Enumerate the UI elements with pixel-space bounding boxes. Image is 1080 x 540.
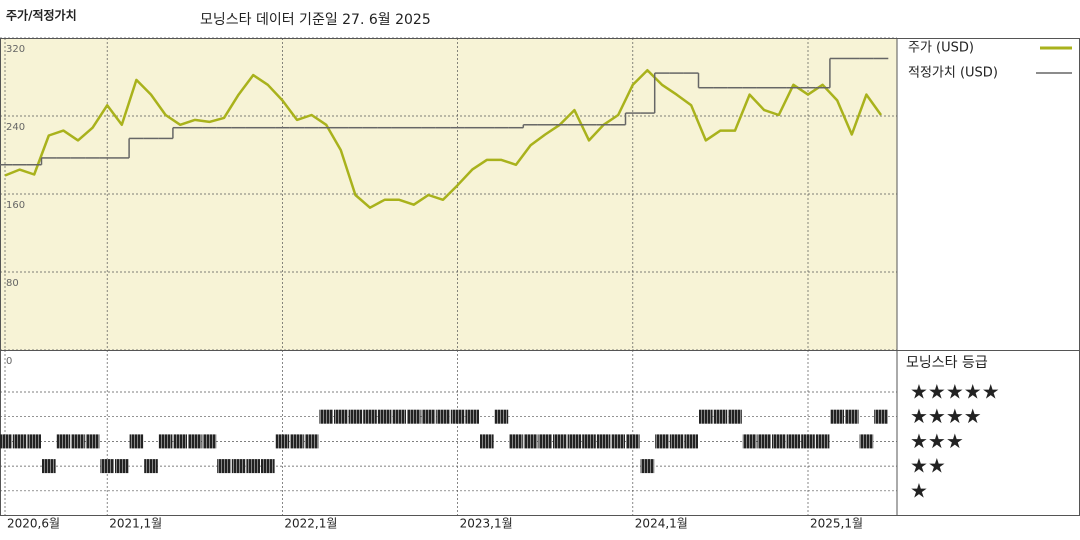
x-tick-label: 2023,1월 — [460, 517, 513, 531]
rating-bar — [348, 409, 363, 424]
rating-bar — [830, 409, 844, 424]
rating-bar — [611, 434, 625, 449]
chart-title: 주가/적정가치 — [6, 8, 77, 23]
rating-bar — [217, 459, 231, 474]
rating-bar — [684, 434, 698, 449]
rating-bar — [12, 434, 27, 449]
rating-bar — [450, 409, 465, 424]
rating-bar — [509, 434, 523, 449]
rating-bar — [129, 434, 144, 449]
rating-level-label: ★★★ — [910, 429, 964, 453]
rating-bar — [626, 434, 640, 449]
rating-bar — [334, 409, 348, 424]
rating-bar — [669, 434, 684, 449]
rating-bar — [699, 409, 713, 424]
y-tick-label: 80 — [6, 278, 19, 289]
rating-bar — [436, 409, 450, 424]
rating-bar — [144, 459, 158, 474]
rating-bar — [202, 434, 217, 449]
rating-bar — [772, 434, 786, 449]
rating-bar — [582, 434, 596, 449]
y-tick-label: 320 — [6, 44, 25, 55]
x-tick-label: 2020,6월 — [7, 517, 60, 531]
rating-bar — [377, 409, 392, 424]
rating-bar — [728, 409, 742, 424]
rating-bar — [392, 409, 406, 424]
rating-bar — [553, 434, 567, 449]
rating-bar — [640, 459, 655, 474]
x-tick-label: 2021,1월 — [109, 517, 162, 531]
rating-bar — [261, 459, 275, 474]
rating-bar — [0, 434, 12, 449]
rating-level-label: ★★★★ — [910, 404, 982, 428]
rating-bar — [100, 459, 114, 474]
rating-bar — [304, 434, 319, 449]
rating-bar — [275, 434, 290, 449]
rating-bar — [290, 434, 304, 449]
rating-level-label: ★ — [910, 478, 928, 502]
rating-bar — [713, 409, 728, 424]
rating-title: 모닝스타 등급 — [906, 355, 988, 371]
rating-level-label: ★★ — [910, 454, 946, 478]
rating-bar — [480, 434, 494, 449]
rating-bar — [27, 434, 41, 449]
y-tick-label: 240 — [6, 122, 25, 133]
rating-bar — [742, 434, 757, 449]
rating-bar — [42, 459, 56, 474]
rating-bar — [567, 434, 582, 449]
rating-bar — [874, 409, 888, 424]
rating-bar — [786, 434, 801, 449]
rating-bar — [246, 459, 260, 474]
rating-bar — [494, 409, 509, 424]
rating-bar — [231, 459, 246, 474]
price-line — [4, 68, 883, 209]
rating-bar — [845, 409, 859, 424]
legend-label: 주가 (USD) — [908, 41, 974, 56]
rating-bar — [56, 434, 71, 449]
rating-bar — [363, 409, 377, 424]
x-tick-label: 2024,1월 — [635, 517, 688, 531]
rating-bar — [173, 434, 187, 449]
rating-bar — [523, 434, 538, 449]
rating-bar — [859, 434, 874, 449]
legend-label: 적정가치 (USD) — [908, 66, 998, 81]
y-tick-label: 0 — [6, 356, 12, 367]
rating-level-label: ★★★★★ — [910, 380, 1000, 404]
rating-bar — [801, 434, 815, 449]
rating-bar — [115, 459, 129, 474]
rating-bar — [158, 434, 173, 449]
rating-bar — [757, 434, 771, 449]
rating-bar — [465, 409, 479, 424]
rating-bar — [596, 434, 611, 449]
rating-bar — [85, 434, 100, 449]
chart-subtitle: 모닝스타 데이터 기준일 27. 6월 2025 — [200, 12, 431, 28]
rating-bar — [538, 434, 552, 449]
x-tick-label: 2025,1월 — [810, 517, 863, 531]
rating-bar — [815, 434, 830, 449]
rating-bar — [421, 409, 436, 424]
rating-bar — [71, 434, 85, 449]
y-tick-label: 160 — [6, 200, 25, 211]
rating-bar — [407, 409, 421, 424]
rating-bar — [655, 434, 669, 449]
rating-bar — [188, 434, 202, 449]
x-tick-label: 2022,1월 — [284, 517, 337, 531]
rating-bar — [319, 409, 333, 424]
